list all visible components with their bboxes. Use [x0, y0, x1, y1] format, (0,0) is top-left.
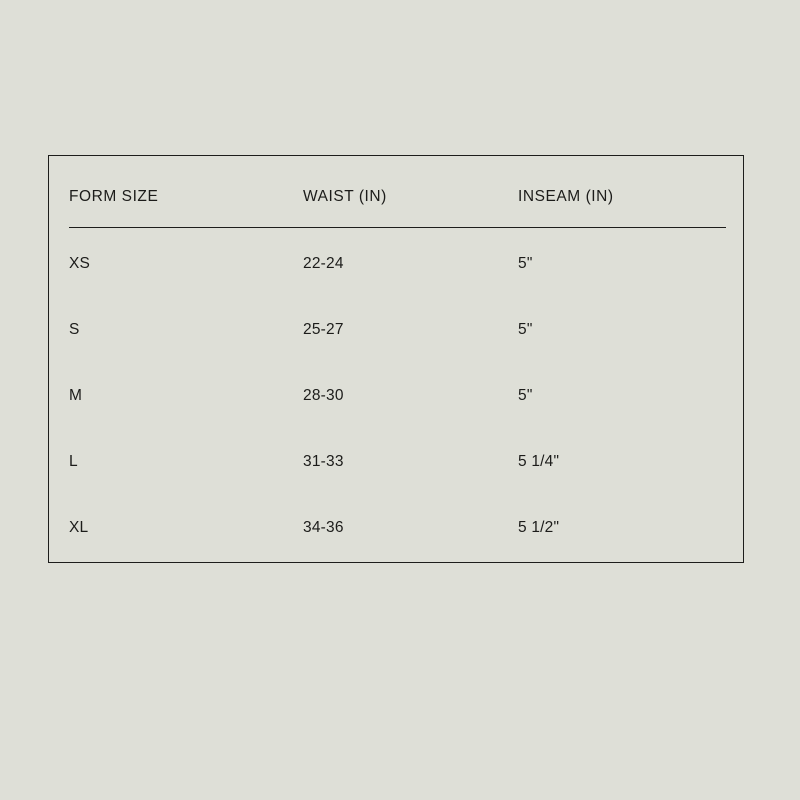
cell-waist: 22-24: [303, 255, 344, 272]
cell-waist: 25-27: [303, 321, 344, 338]
cell-waist: 34-36: [303, 519, 344, 536]
cell-inseam: 5": [518, 255, 533, 272]
table-row: L 31-33 5 1/4": [69, 452, 724, 518]
cell-inseam: 5 1/2": [518, 519, 560, 536]
size-chart-inner: FORM SIZE WAIST (IN) INSEAM (IN) XS 22-2…: [69, 156, 726, 562]
column-header-waist: WAIST (IN): [303, 188, 387, 205]
cell-inseam: 5": [518, 321, 533, 338]
table-row: XL 34-36 5 1/2": [69, 518, 724, 584]
size-chart-panel: FORM SIZE WAIST (IN) INSEAM (IN) XS 22-2…: [48, 155, 744, 563]
header-divider-rule: [69, 227, 726, 228]
column-header-form-size: FORM SIZE: [69, 188, 159, 205]
cell-inseam: 5 1/4": [518, 453, 560, 470]
size-chart-body: XS 22-24 5" S 25-27 5" M 28-30 5" L 31-3…: [69, 254, 724, 584]
size-chart-header-row: FORM SIZE WAIST (IN) INSEAM (IN): [69, 186, 724, 208]
column-header-inseam: INSEAM (IN): [518, 188, 614, 205]
cell-inseam: 5": [518, 387, 533, 404]
cell-form-size: XS: [69, 255, 91, 272]
cell-form-size: XL: [69, 519, 89, 536]
table-row: S 25-27 5": [69, 320, 724, 386]
cell-form-size: L: [69, 453, 78, 470]
cell-form-size: S: [69, 321, 80, 338]
cell-waist: 28-30: [303, 387, 344, 404]
table-row: M 28-30 5": [69, 386, 724, 452]
cell-waist: 31-33: [303, 453, 344, 470]
cell-form-size: M: [69, 387, 83, 404]
table-row: XS 22-24 5": [69, 254, 724, 320]
